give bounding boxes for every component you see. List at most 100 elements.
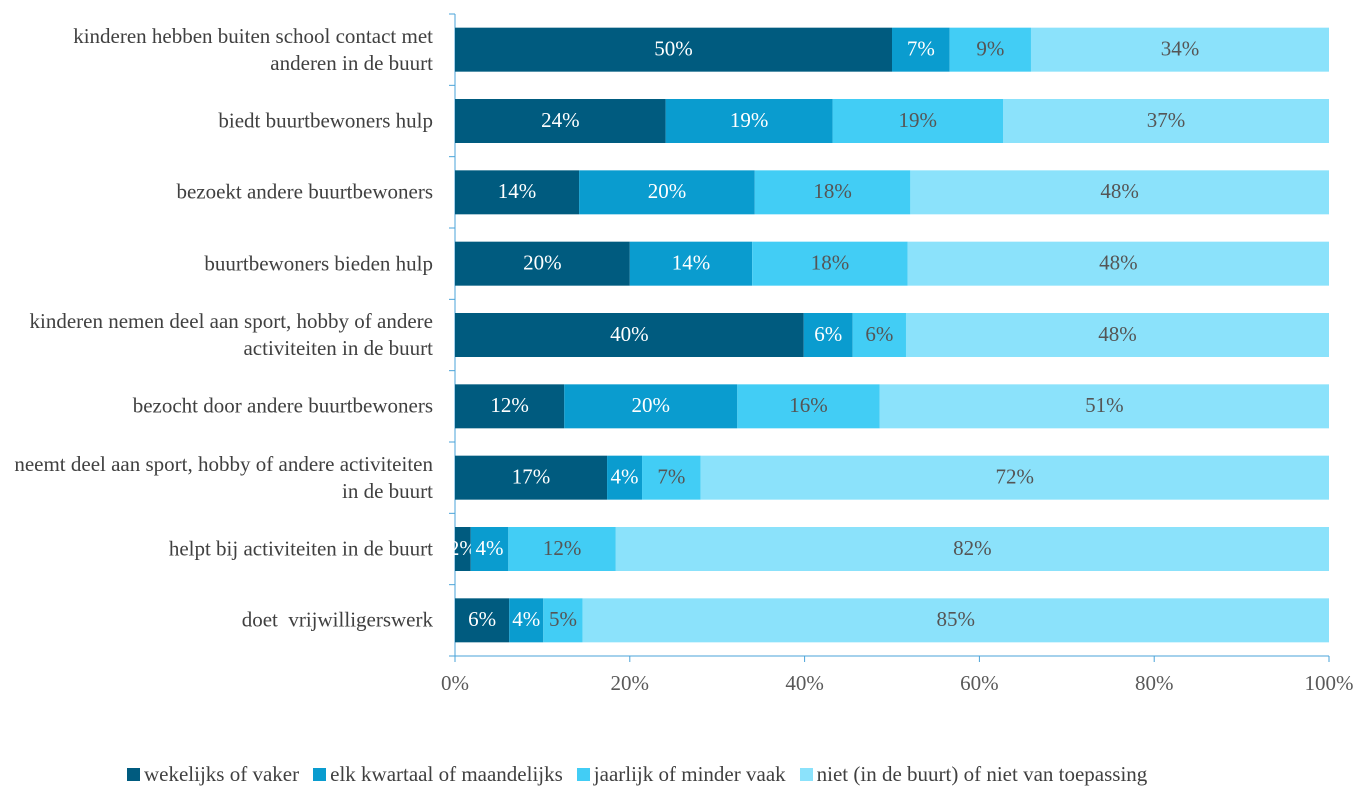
value-label: 9%: [976, 36, 1004, 60]
x-tick-label: 0%: [441, 671, 469, 695]
value-label: 19%: [730, 108, 769, 132]
legend-item: jaarlijk of minder vaak: [576, 762, 786, 787]
category-label: biedt buurtbewoners hulp: [218, 108, 433, 133]
value-label: 34%: [1161, 36, 1200, 60]
bar-segment: [852, 313, 906, 357]
value-label: 14%: [672, 250, 711, 274]
bar-segment: [905, 313, 1329, 357]
bar-segment: [754, 170, 911, 215]
legend-swatch: [799, 768, 813, 781]
legend-item: niet (in de buurt) of niet van toepassin…: [799, 762, 1148, 787]
value-label: 37%: [1147, 108, 1186, 132]
x-tick-label: 60%: [960, 671, 999, 695]
bar-segment: [737, 384, 880, 429]
legend-swatch: [313, 768, 327, 781]
value-label: 48%: [1099, 250, 1138, 274]
legend-item: wekelijks of vaker: [127, 762, 299, 787]
bar-segment: [455, 384, 565, 429]
bar-segment: [607, 455, 643, 500]
value-label: 48%: [1098, 322, 1137, 346]
value-label: 20%: [632, 393, 671, 417]
value-label: 7%: [657, 464, 685, 488]
bar-segment: [949, 27, 1031, 72]
bar-segment: [910, 170, 1329, 215]
bar-segment: [455, 170, 580, 215]
value-label: 12%: [543, 536, 582, 560]
bar-segment: [455, 598, 510, 643]
x-tick-label: 40%: [785, 671, 824, 695]
bar-segment: [1002, 99, 1329, 143]
value-label: 6%: [865, 322, 893, 346]
category-label: doet vrijwilligerswerk: [241, 607, 433, 632]
category-label: neemt deel aan sport, hobby of andere ac…: [14, 451, 439, 503]
bar-segment: [582, 598, 1329, 643]
bar-segment: [907, 241, 1329, 286]
value-label: 51%: [1085, 393, 1124, 417]
category-label: buurtbewoners bieden hulp: [204, 251, 433, 276]
legend-label: wekelijks of vaker: [144, 762, 300, 786]
bar-segment: [564, 384, 738, 429]
value-label: 18%: [813, 179, 852, 203]
value-label: 12%: [490, 393, 529, 417]
bar-segment: [543, 598, 583, 643]
x-tick-label: 80%: [1135, 671, 1174, 695]
bar-segment: [455, 241, 630, 286]
bar-segment: [579, 170, 755, 215]
bar-segment: [803, 313, 853, 357]
x-tick-label: 100%: [1305, 671, 1354, 695]
legend-label: jaarlijk of minder vaak: [593, 762, 786, 786]
legend-label: niet (in de buurt) of niet van toepassin…: [816, 762, 1148, 786]
bar-segment: [879, 384, 1329, 429]
legend: wekelijks of vaker elk kwartaal of maande…: [127, 762, 1147, 787]
bar-segment: [455, 27, 892, 72]
value-label: 85%: [937, 607, 976, 631]
value-label: 16%: [789, 393, 828, 417]
bar-segment: [665, 99, 833, 143]
bar-segment: [615, 527, 1329, 571]
bar-segment: [1030, 27, 1329, 72]
legend-swatch: [576, 768, 590, 781]
bar-segment: [642, 455, 701, 500]
value-label: 40%: [610, 322, 649, 346]
x-tick-label: 20%: [611, 671, 650, 695]
value-label: 4%: [476, 536, 504, 560]
category-label: kinderen nemen deel aan sport, hobby of …: [29, 309, 439, 360]
value-label: 4%: [512, 607, 540, 631]
value-label: 4%: [611, 464, 639, 488]
category-label: bezocht door andere buurtbewoners: [132, 393, 433, 418]
value-label: 20%: [648, 179, 687, 203]
category-label: bezoekt andere buurtbewoners: [176, 179, 433, 204]
value-label: 5%: [549, 607, 577, 631]
value-label: 82%: [953, 536, 992, 560]
bar-segment: [455, 455, 608, 500]
bar-segment: [509, 598, 544, 643]
value-label: 50%: [654, 36, 693, 60]
legend-swatch: [127, 768, 140, 781]
value-label: 72%: [996, 464, 1035, 488]
bar-segment: [832, 99, 1003, 143]
bar-segment: [470, 527, 509, 571]
value-label: 48%: [1100, 179, 1139, 203]
value-label: 17%: [512, 464, 551, 488]
bar-segment: [455, 527, 471, 571]
bar-segment: [629, 241, 753, 286]
bar-segment: [892, 27, 950, 72]
legend-label: elk kwartaal of maandelijks: [330, 762, 563, 786]
bar-segment: [700, 455, 1329, 500]
value-label: 7%: [907, 36, 935, 60]
value-label: 18%: [811, 250, 850, 274]
bar-segment: [752, 241, 908, 286]
bar-segment: [455, 99, 666, 143]
category-label: helpt bij activiteiten in de buurt: [168, 536, 433, 561]
value-label: 19%: [899, 108, 938, 132]
bar-segment: [455, 313, 804, 357]
bar-segment: [508, 527, 616, 571]
value-label: 20%: [523, 250, 562, 274]
category-label: kinderen hebben buiten school contact me…: [73, 23, 439, 75]
value-label: 6%: [468, 607, 496, 631]
value-label: 24%: [541, 108, 580, 132]
legend-item: elk kwartaal of maandelijks: [313, 762, 563, 787]
value-label: 14%: [498, 179, 537, 203]
